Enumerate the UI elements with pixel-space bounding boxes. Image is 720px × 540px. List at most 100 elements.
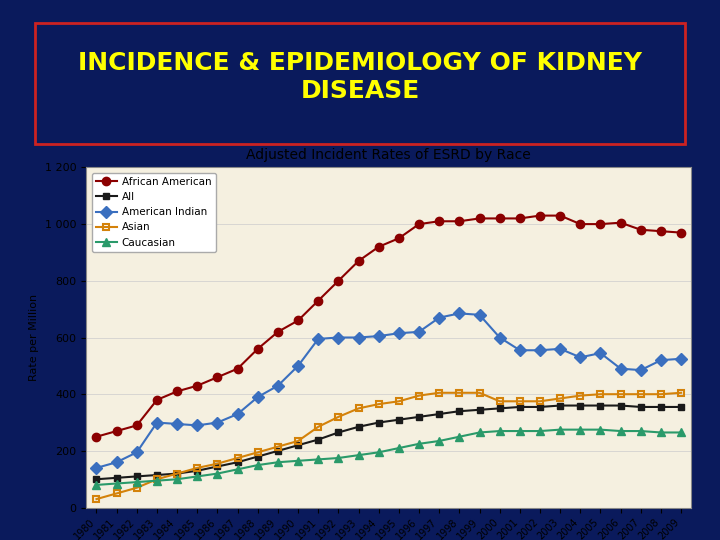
Asian [374, 401, 383, 407]
All [334, 429, 343, 436]
Caucasian [455, 434, 464, 440]
African American [374, 244, 383, 250]
FancyBboxPatch shape [35, 23, 685, 144]
African American [596, 221, 605, 227]
American Indian [253, 394, 262, 400]
African American [455, 218, 464, 225]
All [193, 468, 202, 474]
All [132, 473, 141, 480]
American Indian [536, 347, 544, 354]
American Indian [92, 464, 101, 471]
Caucasian [415, 441, 423, 447]
American Indian [274, 382, 282, 389]
Caucasian [576, 427, 585, 433]
American Indian [415, 328, 423, 335]
Caucasian [536, 428, 544, 434]
Caucasian [596, 427, 605, 433]
Asian [475, 389, 484, 396]
Asian [153, 476, 161, 483]
African American [636, 227, 645, 233]
Asian [314, 423, 323, 430]
American Indian [657, 357, 665, 363]
Caucasian [92, 482, 101, 488]
Caucasian [173, 476, 181, 483]
African American [294, 317, 302, 323]
Caucasian [233, 466, 242, 472]
All [294, 442, 302, 448]
All [314, 436, 323, 443]
All [636, 404, 645, 410]
Asian [415, 393, 423, 399]
American Indian [233, 411, 242, 417]
American Indian [475, 312, 484, 318]
Asian [334, 414, 343, 420]
African American [657, 228, 665, 234]
All [576, 402, 585, 409]
African American [112, 428, 121, 434]
All [616, 402, 625, 409]
African American [334, 278, 343, 284]
All [354, 423, 363, 430]
American Indian [334, 334, 343, 341]
African American [415, 221, 423, 227]
All [455, 408, 464, 415]
All [536, 404, 544, 410]
Asian [536, 398, 544, 404]
Asian [253, 449, 262, 456]
American Indian [495, 334, 504, 341]
American Indian [314, 336, 323, 342]
All [153, 472, 161, 478]
American Indian [374, 333, 383, 339]
African American [274, 328, 282, 335]
Caucasian [475, 429, 484, 436]
All [596, 402, 605, 409]
Caucasian [636, 428, 645, 434]
Caucasian [657, 429, 665, 436]
African American [253, 346, 262, 352]
Asian [354, 405, 363, 411]
African American [92, 434, 101, 440]
African American [536, 212, 544, 219]
Line: Asian: Asian [93, 389, 685, 503]
Asian [556, 395, 564, 402]
American Indian [112, 459, 121, 465]
Caucasian [253, 462, 262, 468]
American Indian [132, 449, 141, 456]
Caucasian [314, 456, 323, 463]
Asian [132, 484, 141, 491]
Caucasian [616, 428, 625, 434]
Asian [596, 391, 605, 397]
Caucasian [516, 428, 524, 434]
African American [616, 219, 625, 226]
African American [677, 230, 685, 236]
American Indian [173, 421, 181, 427]
Asian [576, 393, 585, 399]
Line: Caucasian: Caucasian [92, 426, 685, 489]
Asian [395, 398, 403, 404]
American Indian [354, 334, 363, 341]
African American [193, 382, 202, 389]
Caucasian [294, 457, 302, 464]
All [374, 419, 383, 426]
Asian [274, 443, 282, 450]
American Indian [153, 419, 161, 426]
Text: INCIDENCE & EPIDEMIOLOGY OF KIDNEY
DISEASE: INCIDENCE & EPIDEMIOLOGY OF KIDNEY DISEA… [78, 51, 642, 103]
American Indian [596, 350, 605, 356]
African American [516, 215, 524, 221]
African American [576, 221, 585, 227]
Caucasian [556, 427, 564, 433]
African American [475, 215, 484, 221]
American Indian [616, 366, 625, 372]
Legend: African American, All, American Indian, Asian, Caucasian: African American, All, American Indian, … [91, 173, 215, 252]
Asian [616, 391, 625, 397]
American Indian [213, 419, 222, 426]
All [657, 404, 665, 410]
All [395, 416, 403, 423]
Asian [112, 490, 121, 497]
African American [213, 374, 222, 380]
African American [314, 298, 323, 304]
Asian [435, 389, 444, 396]
American Indian [435, 314, 444, 321]
African American [395, 235, 403, 241]
American Indian [556, 346, 564, 352]
